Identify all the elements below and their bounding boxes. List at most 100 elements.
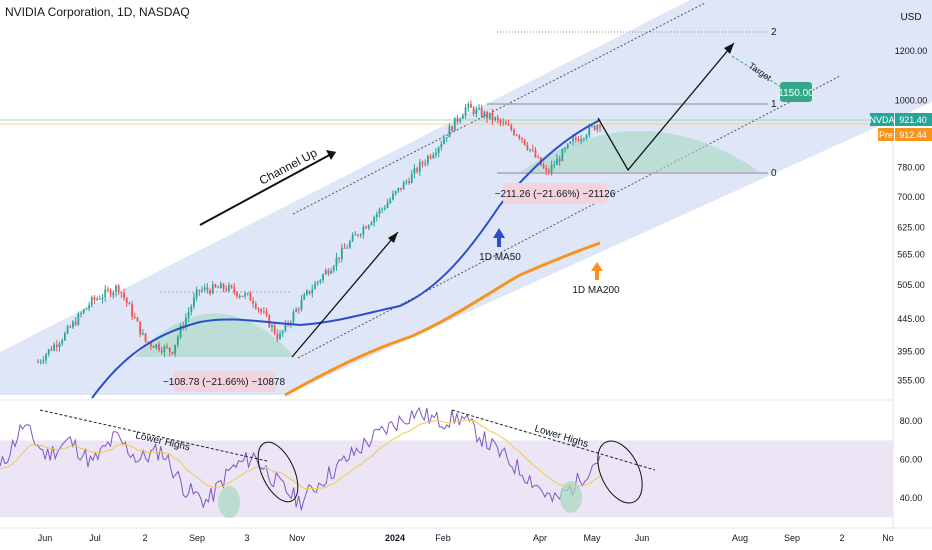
candle-body (281, 330, 284, 334)
candle-body (222, 283, 225, 289)
candle-body (381, 208, 384, 210)
candle-body (470, 103, 472, 108)
candle-body (260, 309, 263, 312)
ma200-arrow (591, 262, 603, 280)
candle-body (284, 322, 287, 331)
candle-body (295, 309, 298, 312)
candle-body (548, 170, 550, 173)
candle-body (429, 156, 432, 158)
candle-body (475, 109, 478, 114)
candle-body (478, 108, 480, 110)
candle-body (561, 149, 564, 162)
time-tick-label: 2024 (385, 533, 405, 543)
time-tick-label: Jun (635, 533, 650, 543)
time-tick-label: 3 (244, 533, 249, 543)
candle-body (271, 325, 273, 328)
price-tick-label: 565.00 (897, 250, 925, 260)
rsi-oversold-dot-1 (218, 486, 240, 518)
candle-body (335, 257, 338, 267)
candle-body (580, 139, 583, 142)
candle-body (330, 270, 333, 274)
nvda-tag-name (870, 113, 894, 126)
target-line (731, 55, 787, 91)
drop-label-1: −108.78 (−21.66%) −10878 (163, 377, 285, 388)
time-tick-label: Jun (38, 533, 53, 543)
price-tick-label: 1200.00 (895, 46, 928, 56)
candle-body (316, 281, 319, 284)
candle-body (402, 182, 405, 190)
time-axis[interactable]: Jun Jul 2 Sep 3 Nov 2024 Feb Apr May Jun Aug Sep 2 No (38, 533, 894, 543)
candle-body (572, 138, 575, 142)
candle-body (513, 129, 515, 135)
candle-body (499, 119, 502, 123)
candles (37, 100, 601, 365)
drop-box-1[interactable] (173, 371, 276, 392)
candle-body (120, 292, 123, 294)
candle-body (556, 158, 558, 165)
candle-body (125, 297, 128, 304)
target-box[interactable] (780, 82, 812, 102)
drop-box-2[interactable] (503, 183, 607, 204)
candle-body (69, 326, 72, 328)
candle-body (37, 361, 39, 363)
time-tick-label: Sep (784, 533, 800, 543)
rsi-signal-line (0, 419, 601, 490)
price-tick-label: 445.00 (897, 314, 925, 324)
candle-body (472, 107, 475, 114)
candle-body (109, 289, 112, 296)
candle-body (456, 117, 459, 122)
candle-body (273, 325, 276, 334)
candle-body (357, 234, 359, 236)
candle-body (112, 292, 115, 296)
candle-body (61, 340, 64, 344)
candle-body (206, 287, 209, 291)
price-axis[interactable]: 1200.001000.00870.00780.00700.00625.0056… (895, 46, 928, 385)
candle-body (305, 290, 308, 295)
candle-body (174, 344, 177, 354)
price-tick-label: 395.00 (897, 346, 925, 356)
fib-label-2: 2 (771, 27, 777, 38)
rsi-axis[interactable]: 80.00 60.00 40.00 (900, 416, 923, 503)
candle-body (421, 162, 424, 164)
right-arc-zone (520, 131, 760, 172)
candle-body (599, 125, 601, 128)
candle-body (198, 289, 201, 291)
candle-body (98, 298, 101, 300)
pre-price-tag[interactable] (895, 128, 932, 141)
candle-body (45, 354, 47, 361)
rsi-panel (0, 406, 601, 511)
candle-body (464, 107, 467, 116)
candle-body (314, 283, 316, 290)
rsi-trend-line-1 (39, 409, 268, 462)
candle-body (230, 285, 233, 288)
candle-body (526, 144, 529, 150)
candle-body (217, 287, 220, 289)
candle-body (163, 346, 166, 353)
candle-body (300, 299, 303, 310)
nvda-price-tag[interactable] (895, 113, 932, 126)
candle-body (292, 311, 295, 323)
candle-body (440, 143, 443, 148)
candle-body (354, 234, 357, 236)
candle-body (367, 225, 370, 229)
time-tick-label: May (583, 533, 601, 543)
rsi-ellipse-2 (597, 440, 643, 504)
price-tick-label: 780.00 (897, 163, 925, 173)
candle-body (74, 321, 77, 325)
candle-body (427, 156, 429, 164)
candle-body (359, 234, 362, 236)
candle-body (362, 226, 365, 235)
candle-body (101, 297, 104, 300)
candle-body (139, 321, 142, 335)
candle-body (569, 141, 572, 144)
candle-body (467, 103, 470, 108)
candle-body (123, 292, 125, 298)
time-tick-label: Sep (189, 533, 205, 543)
candle-body (424, 163, 427, 165)
price-tick-label: 355.00 (897, 375, 925, 385)
candle-body (249, 293, 252, 301)
candle-body (203, 287, 206, 290)
candle-body (413, 168, 416, 174)
candle-body (171, 351, 174, 354)
